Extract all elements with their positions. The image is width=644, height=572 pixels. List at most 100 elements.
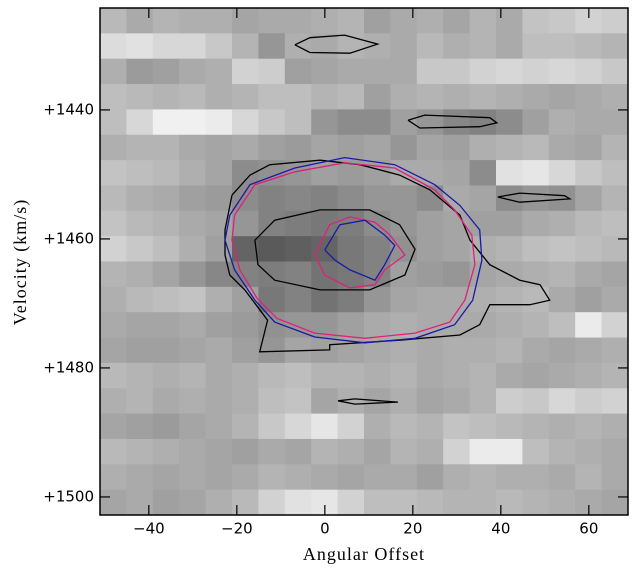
heatmap-cell — [522, 134, 550, 161]
heatmap-cell — [469, 109, 497, 136]
heatmap-cell — [416, 438, 444, 465]
heatmap-cell — [364, 58, 391, 85]
heatmap-cell — [179, 464, 207, 491]
heatmap-cell — [548, 286, 576, 313]
heatmap-cell — [390, 464, 418, 491]
contour — [254, 209, 416, 291]
heatmap-cell — [152, 236, 180, 262]
heatmap-cell — [469, 438, 497, 465]
contour — [407, 114, 499, 129]
heatmap-cell — [601, 210, 629, 237]
heatmap-cell — [205, 286, 233, 313]
heatmap-cell — [548, 413, 576, 440]
heatmap-cell — [258, 312, 286, 339]
heatmap-cell — [126, 261, 154, 288]
heatmap-cell — [522, 33, 550, 60]
heatmap-cell — [152, 312, 180, 339]
heatmap-cell — [311, 185, 339, 212]
heatmap-cell — [390, 362, 418, 389]
axes: −40 −20 0 20 40 60 +1440 +1460 +1480 +1500 — [43, 7, 629, 538]
heatmap-cell — [416, 33, 444, 60]
heatmap-cell — [311, 388, 339, 415]
heatmap-cell — [337, 362, 365, 389]
heatmap-cell — [601, 413, 629, 440]
heatmap-cell — [575, 261, 603, 288]
heatmap-cell — [469, 489, 497, 516]
heatmap-cell — [205, 33, 233, 60]
heatmap-cell — [390, 261, 418, 288]
heatmap-cell — [522, 84, 550, 110]
heatmap-cell — [337, 464, 365, 491]
heatmap-cell — [601, 464, 629, 491]
heatmap-cell — [469, 185, 497, 212]
heatmap-cell — [284, 362, 312, 389]
heatmap-cell — [152, 185, 180, 212]
contour — [294, 34, 380, 54]
heatmap-cell — [258, 84, 286, 110]
heatmap-cell — [337, 312, 365, 339]
x-axis-title: Angular Offset — [303, 544, 425, 564]
heatmap-cell — [496, 109, 523, 136]
heatmap-cell — [364, 134, 391, 161]
heatmap-cell — [126, 286, 154, 313]
heatmap-cell — [364, 33, 391, 60]
heatmap-cell — [575, 438, 603, 465]
heatmap-cell — [443, 489, 471, 516]
heatmap-cell — [232, 362, 259, 389]
heatmap-cell — [337, 286, 365, 313]
heatmap-cell — [364, 236, 391, 262]
heatmap-cell — [126, 109, 154, 136]
heatmap-cell — [364, 8, 391, 34]
heatmap-cell — [390, 33, 418, 60]
heatmap-cell — [284, 464, 312, 491]
heatmap-cell — [548, 489, 576, 516]
heatmap-cell — [100, 185, 127, 212]
heatmap-cell — [443, 210, 471, 237]
heatmap-cell — [443, 464, 471, 491]
heatmap-cell — [258, 58, 286, 85]
heatmap-cell — [284, 84, 312, 110]
heatmap-cell — [258, 8, 286, 34]
heatmap-cell — [126, 362, 154, 389]
heatmap-cell — [284, 236, 312, 262]
heatmap-cell — [311, 84, 339, 110]
heatmap-cell — [179, 134, 207, 161]
heatmap-cell — [284, 185, 312, 212]
heatmap-cell — [152, 210, 180, 237]
heatmap-cell — [443, 438, 471, 465]
contour — [497, 192, 573, 203]
heatmap-cell — [205, 337, 233, 364]
heatmap-cell — [126, 438, 154, 465]
heatmap-cell — [443, 413, 471, 440]
y-tick-label: +1440 — [43, 100, 94, 118]
heatmap-cell — [100, 489, 127, 516]
y-axis-title: Velocity (km/s) — [10, 199, 31, 325]
heatmap-cell — [337, 109, 365, 136]
heatmap-cell — [364, 312, 391, 339]
heatmap-cell — [496, 8, 523, 34]
heatmap-cell — [522, 362, 550, 389]
heatmap-cell — [100, 236, 127, 262]
heatmap-cell — [416, 337, 444, 364]
heatmap-cell — [100, 210, 127, 237]
heatmap-cell — [311, 134, 339, 161]
heatmap-cell — [496, 438, 523, 465]
heatmap-cell — [205, 388, 233, 415]
heatmap-cell — [575, 413, 603, 440]
heatmap-cell — [548, 8, 576, 34]
heatmap-cell — [443, 84, 471, 110]
heatmap-cell — [416, 160, 444, 186]
heatmap-cell — [548, 185, 576, 212]
heatmap-cell — [469, 58, 497, 85]
heatmap-cell — [232, 337, 259, 364]
heatmap-cell — [416, 261, 444, 288]
heatmap-cell — [179, 489, 207, 516]
heatmap-cell — [496, 413, 523, 440]
heatmap-cell — [469, 8, 497, 34]
heatmap-cell — [416, 210, 444, 237]
y-tick-label: +1500 — [43, 487, 94, 505]
heatmap-cell — [337, 33, 365, 60]
contour — [337, 398, 398, 405]
heatmap-cell — [364, 413, 391, 440]
heatmap-cell — [232, 84, 259, 110]
